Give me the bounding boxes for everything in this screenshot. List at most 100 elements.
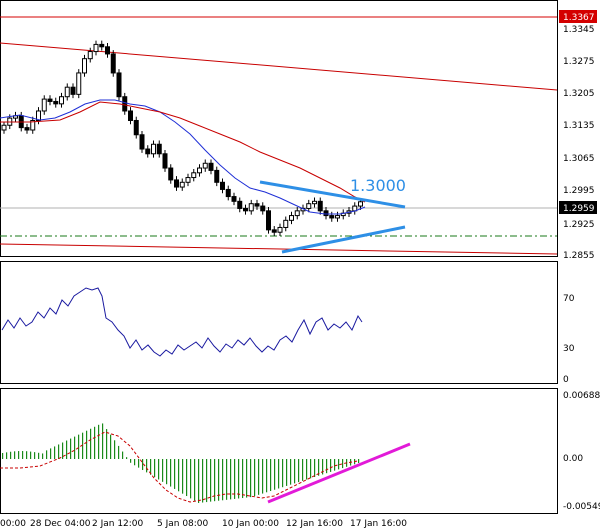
macd-bar [26, 451, 28, 459]
candle-body [145, 148, 151, 155]
candle-body [99, 43, 105, 48]
macd-bar [170, 459, 172, 487]
macd-bar [226, 459, 228, 500]
macd-bar [62, 442, 64, 459]
rsi-axis-label: 0 [563, 375, 569, 385]
macd-bar [42, 453, 44, 459]
candle-body [231, 196, 237, 202]
macd-bar [98, 424, 100, 459]
candle-body [76, 72, 82, 95]
time-axis-label: 10 Jan 00:00 [222, 519, 279, 529]
macd-bar [286, 459, 288, 486]
macd-bar [278, 459, 280, 489]
candle-body [93, 43, 99, 53]
macd-bar [102, 423, 104, 459]
macd-bar [230, 459, 232, 500]
macd-bar [222, 459, 224, 501]
candle-body [283, 219, 289, 228]
candle-body [30, 119, 36, 131]
candle-body [105, 46, 110, 55]
candle-body [82, 58, 87, 74]
macd-bar [338, 459, 340, 470]
price-axis-label: 1.2925 [563, 220, 595, 230]
macd-bar [282, 459, 284, 488]
macd-bar [142, 459, 144, 471]
candle-body [317, 200, 323, 212]
triangle-upper-line[interactable] [259, 180, 406, 209]
rsi-axis-label: 70 [563, 294, 575, 304]
candle-body [53, 100, 59, 105]
candle-body [294, 210, 300, 217]
candle-body [271, 229, 277, 233]
macd-bar [74, 436, 76, 459]
macd-bar [90, 428, 92, 459]
macd-bar [126, 457, 128, 459]
macd-bar [314, 459, 316, 478]
macd-bar [318, 459, 320, 476]
macd-bar [94, 426, 96, 459]
candle-body [266, 210, 271, 231]
candle-body [191, 172, 197, 179]
macd-bar [310, 459, 312, 479]
time-axis-label: 12 Jan 16:00 [286, 519, 343, 529]
macd-bar [234, 459, 236, 499]
candle-body [110, 53, 116, 74]
lower-trend-line[interactable] [0, 243, 558, 255]
price-axis-label: 1.3205 [563, 89, 595, 99]
macd-bar [134, 459, 136, 466]
macd-bar [10, 451, 12, 459]
top-price-value: 1.3367 [563, 13, 595, 23]
macd-bar [30, 451, 32, 459]
candle-body [260, 205, 266, 212]
time-axis-label: 28 Dec 04:00 [30, 519, 91, 529]
macd-bar [162, 459, 164, 482]
candle-body [47, 98, 53, 102]
candle-body [64, 86, 70, 98]
macd-bar [238, 459, 240, 499]
rsi-panel[interactable] [0, 261, 558, 384]
macd-bar [246, 459, 248, 498]
candle-body [306, 203, 312, 209]
candle-body [59, 96, 64, 105]
candle-body [139, 134, 145, 150]
macd-bar [218, 459, 220, 501]
candle-body [174, 179, 179, 188]
macd-bar [302, 459, 304, 481]
macd-bar [242, 459, 244, 499]
price-panel[interactable] [0, 0, 558, 257]
triangle-lower-line[interactable] [281, 225, 406, 254]
macd-bar [46, 450, 48, 459]
macd-bar [322, 459, 324, 475]
macd-bar [266, 459, 268, 493]
ma-fast-line [0, 99, 366, 215]
macd-trend-line[interactable] [267, 442, 411, 504]
upper-trend-line[interactable] [0, 42, 558, 91]
macd-bar [174, 459, 176, 489]
candle-body [24, 127, 30, 131]
macd-bar [86, 430, 88, 459]
macd-bar [154, 459, 156, 478]
macd-axis-label: 0.00688 [563, 391, 600, 401]
macd-bar [2, 453, 4, 459]
price-axis-label: 1.2855 [563, 251, 595, 261]
macd-bar [298, 459, 300, 483]
macd-bar [206, 459, 208, 503]
macd-bar [210, 459, 212, 502]
candle-body [289, 215, 294, 221]
macd-axis: 0.00688 0.00 -0.00549 [563, 391, 600, 512]
macd-bar [130, 459, 132, 463]
macd-bar [114, 440, 116, 459]
macd-bar [78, 434, 80, 459]
macd-bar [190, 459, 192, 499]
price-axis-label: 1.3275 [563, 57, 595, 67]
macd-bar [166, 459, 168, 485]
macd-bar [198, 459, 200, 503]
macd-bar [258, 459, 260, 495]
price-annotation-label: 1.3000 [350, 176, 406, 195]
macd-bar [250, 459, 252, 498]
macd-bar [22, 451, 24, 459]
macd-axis-label: -0.00549 [563, 502, 600, 512]
candle-body [248, 203, 254, 212]
macd-panel[interactable] [0, 388, 558, 514]
